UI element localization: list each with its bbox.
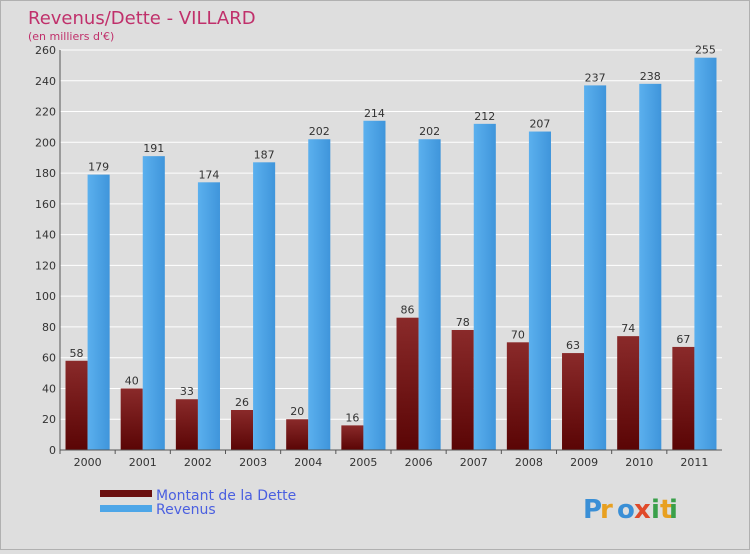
bar-dette (286, 419, 309, 450)
bar-revenus (142, 156, 165, 450)
data-label: 187 (254, 148, 275, 161)
data-label: 78 (456, 316, 470, 329)
x-tick-label: 2010 (625, 456, 653, 469)
x-tick-label: 2001 (129, 456, 157, 469)
legend-label-dette: Montant de la Dette (156, 488, 296, 504)
data-label: 26 (235, 396, 249, 409)
data-label: 70 (511, 328, 525, 341)
data-label: 214 (364, 107, 385, 120)
bar-revenus (308, 139, 331, 450)
bar-dette (562, 353, 585, 450)
x-tick-label: 2007 (460, 456, 488, 469)
bar-dette (451, 330, 474, 450)
brand-letter: i (669, 495, 678, 525)
brand-letter: P (583, 495, 602, 525)
brand-letter: o (617, 495, 635, 525)
legend-swatch-dette (100, 490, 152, 497)
y-tick-label: 160 (35, 198, 56, 211)
bar-revenus (584, 85, 607, 450)
axes: 0204060801001201401601802002202402602000… (35, 44, 722, 469)
bar-dette (617, 336, 640, 450)
bar-dette (341, 425, 364, 450)
data-label: 74 (621, 322, 635, 335)
y-tick-label: 0 (49, 444, 56, 457)
x-tick-label: 2000 (74, 456, 102, 469)
bar-dette (506, 342, 529, 450)
x-tick-label: 2011 (680, 456, 708, 469)
data-labels: 58 179 40 191 33 174 26 187 20 202 16 214 86 202 78 212… (70, 44, 716, 425)
bar-dette (672, 346, 695, 450)
plot-area (60, 50, 722, 450)
chart-title: Revenus/Dette - VILLARD (28, 8, 256, 29)
bar-dette (120, 388, 143, 450)
bar-revenus (639, 83, 662, 450)
brand-letter: r (600, 495, 613, 525)
proxiti-logo: Pr o x i ti (583, 495, 678, 525)
bar-revenus (473, 123, 496, 450)
data-label: 67 (676, 333, 690, 346)
bar-dette (65, 360, 88, 450)
data-label: 207 (529, 118, 550, 131)
bar-revenus (528, 131, 551, 451)
x-tick-label: 2006 (405, 456, 433, 469)
y-tick-label: 180 (35, 167, 56, 180)
bar-dette (231, 410, 254, 450)
data-label: 174 (198, 168, 219, 181)
bars (65, 57, 717, 451)
bar-dette (396, 317, 419, 450)
data-label: 40 (125, 374, 139, 387)
data-label: 20 (290, 405, 304, 418)
bar-revenus (197, 182, 220, 451)
y-tick-label: 120 (35, 259, 56, 272)
data-label: 33 (180, 385, 194, 398)
data-label: 63 (566, 339, 580, 352)
bar-dette (175, 399, 198, 450)
chart-subtitle: (en milliers d'€) (28, 30, 114, 43)
y-tick-label: 240 (35, 75, 56, 88)
x-tick-label: 2003 (239, 456, 267, 469)
data-label: 179 (88, 161, 109, 174)
bar-revenus (87, 174, 110, 450)
data-label: 202 (419, 125, 440, 138)
x-tick-label: 2002 (184, 456, 212, 469)
bar-revenus (363, 120, 386, 451)
x-tick-label: 2004 (294, 456, 322, 469)
data-label: 86 (401, 304, 415, 317)
legend: Montant de la Dette Revenus (100, 488, 296, 518)
y-tick-label: 60 (42, 352, 56, 365)
x-tick-label: 2008 (515, 456, 543, 469)
y-tick-label: 40 (42, 382, 56, 395)
data-label: 237 (585, 71, 606, 84)
data-label: 238 (640, 70, 661, 83)
y-tick-label: 200 (35, 136, 56, 149)
brand-letter: x (634, 495, 651, 525)
y-tick-label: 220 (35, 106, 56, 119)
bar-revenus (418, 139, 441, 450)
y-tick-label: 140 (35, 229, 56, 242)
data-label: 58 (70, 347, 84, 360)
y-tick-label: 80 (42, 321, 56, 334)
data-label: 255 (695, 44, 716, 57)
legend-swatch-revenus (100, 505, 152, 512)
brand-letter: i (651, 495, 660, 525)
bar-revenus (253, 162, 276, 451)
data-label: 16 (345, 411, 359, 424)
y-tick-label: 260 (35, 44, 56, 57)
data-label: 191 (143, 142, 164, 155)
brand-letter: t (660, 495, 672, 525)
y-tick-label: 20 (42, 413, 56, 426)
data-label: 212 (474, 110, 495, 123)
x-tick-label: 2009 (570, 456, 598, 469)
grid-lines (60, 49, 722, 451)
legend-label-revenus: Revenus (156, 502, 216, 518)
x-tick-label: 2005 (349, 456, 377, 469)
bar-revenus (694, 57, 717, 450)
data-label: 202 (309, 125, 330, 138)
y-tick-label: 100 (35, 290, 56, 303)
